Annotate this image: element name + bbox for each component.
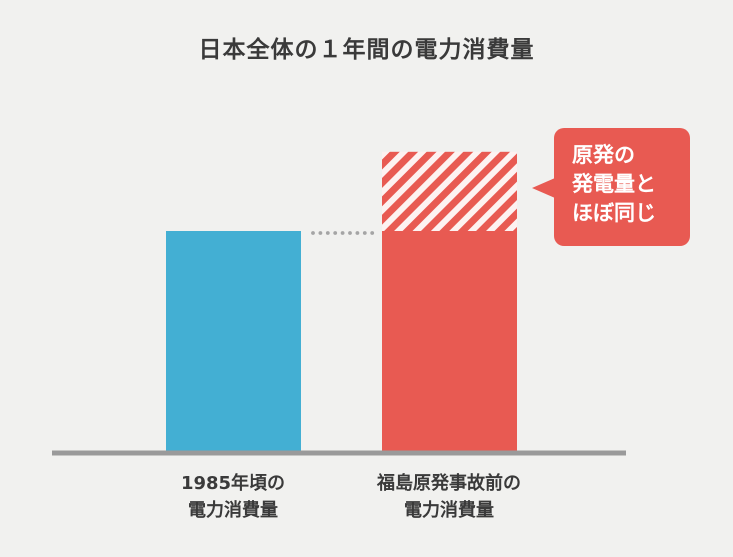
bar [382, 231, 517, 451]
connector-dot [318, 231, 323, 235]
connector-dot [333, 231, 338, 235]
connector-dot [362, 231, 367, 235]
bar [166, 231, 301, 451]
connector-dot [370, 231, 375, 235]
connector-dot [348, 231, 352, 235]
connector-dot [355, 231, 360, 235]
chart-title: 日本全体の１年間の電力消費量 [198, 37, 535, 63]
annotation-line: ほぼ同じ [572, 201, 656, 225]
x-tick-label: 福島原発事故前の 電力消費量 [377, 473, 521, 521]
annotation-line: 発電量と [572, 172, 656, 196]
callout-pointer [532, 178, 555, 198]
connector-dot [340, 231, 345, 235]
x-tick-label: 1985年頃の 電力消費量 [180, 473, 286, 521]
connector-dot [311, 231, 315, 235]
annotation-callout: 原発の 発電量と ほぼ同じ [554, 128, 690, 246]
annotation-line: 原発の [572, 143, 635, 167]
bar-hatched-segment [382, 151, 517, 231]
connector-dot [325, 231, 330, 235]
